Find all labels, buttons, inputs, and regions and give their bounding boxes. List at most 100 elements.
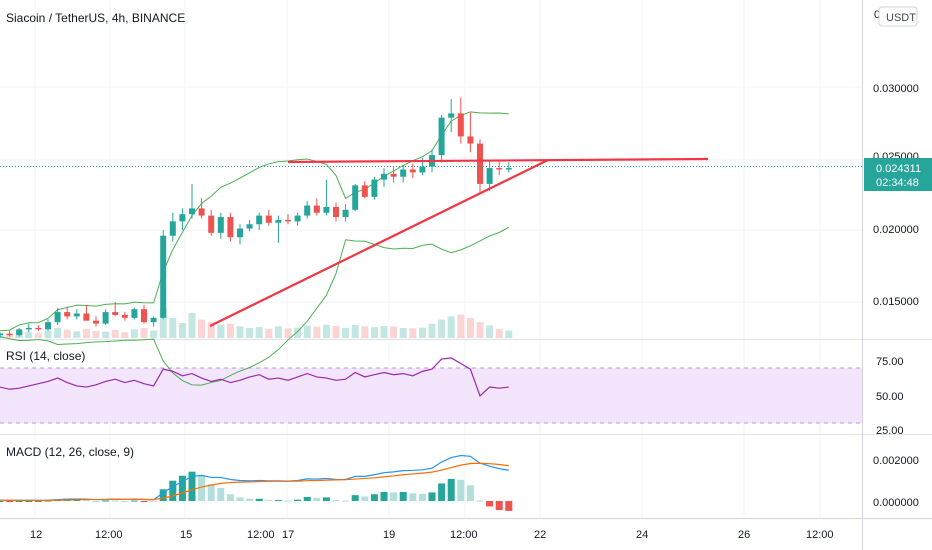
volume-bar [236,326,244,338]
volume-bar [418,327,426,338]
volume-bar [140,328,148,338]
candle-body [265,215,272,223]
volume-bar [34,333,42,338]
volume-bar [54,328,62,338]
volume-bar [265,328,273,338]
macd-hist-bar [284,500,292,502]
ascending-support-trendline[interactable] [209,159,549,327]
time-axis[interactable]: 12 12:00 15 12:00 17 19 12:00 22 24 26 1… [30,529,834,541]
candle-body [275,219,282,223]
price-axis[interactable]: 0 USDT 0.030000 0.025000 0.020000 0.0150… [873,6,919,308]
volume-bar [476,322,484,338]
volume-bar [428,323,436,338]
macd-hist-bar [342,500,350,502]
price-tick-4: 0.015000 [873,296,919,308]
macd-hist-bar [130,500,138,502]
macd-hist-bar [486,501,494,507]
rsi-axis: 75.00 50.00 25.00 [876,356,904,437]
rsi-title[interactable]: RSI (14, close) [6,349,85,363]
volume-bar [466,318,474,338]
rsi-tick-50: 50.00 [876,391,904,403]
macd-hist-bar [457,479,465,501]
time-tick-1: 12 [30,529,42,541]
candle-body [505,168,512,170]
volume-bar [150,330,158,338]
candle-body [294,215,301,222]
last-price-value: 0.024311 [876,163,921,175]
candle-body [371,179,378,197]
macd-hist-bar [255,498,263,501]
time-tick-9: 24 [636,529,648,541]
macd-hist-bar [447,478,455,501]
macd-hist-bar [351,495,359,501]
macd-hist-bar [380,491,388,501]
volume-bar [351,325,359,338]
macd-title[interactable]: MACD (12, 26, close, 9) [6,445,134,459]
macd-hist-bar [438,483,446,501]
macd-hist-bar [236,497,244,501]
macd-hist-bar [390,492,398,501]
bollinger-upper [0,111,509,332]
price-tick-1: 0.030000 [873,83,919,95]
rsi-tick-25: 25.00 [876,425,904,437]
macd-hist-bar [92,501,100,502]
macd-hist-bar [418,493,426,501]
volume-bar [73,331,81,338]
time-tick-7: 12:00 [450,529,478,541]
volume-bar [255,327,263,338]
resistance-trendline[interactable] [287,157,709,164]
macd-hist-bar [82,500,90,502]
candle-body [400,169,407,177]
volume-bar [361,326,369,338]
macd-hist-bar [370,494,378,501]
candle-body [313,205,320,213]
macd-hist-bar [274,500,282,502]
candle-body [323,206,330,213]
volume-bar [63,329,71,338]
candle-body [45,322,51,330]
candle-body [496,168,503,170]
macd-hist-bar [198,475,206,501]
volume-bar [486,325,494,338]
macd-hist-bar [361,496,369,501]
volume-bar [169,318,177,338]
symbol-title[interactable]: Siacoin / TetherUS, 4h, BINANCE [6,11,185,25]
candle-body [448,113,455,118]
macd-hist-bar [322,497,330,501]
volume-bar [111,330,119,338]
candle-body [179,214,186,222]
macd-hist-bar [217,487,225,501]
candle-body [342,209,349,218]
macd-hist-bar [140,501,148,502]
grid-lines [0,0,862,518]
candle-body [467,136,474,144]
macd-hist-bar [495,501,503,511]
candle-body [35,327,42,330]
candle-body [486,168,493,184]
candle-body [419,166,426,173]
volume-bar [370,327,378,338]
macd-hist-bar [207,484,215,501]
signal-line [0,462,509,501]
macd-hist-bar [428,492,436,501]
volume-bar [188,313,196,338]
candle-body [54,312,61,323]
macd-hist-bar [169,480,177,501]
volume-bar [313,326,321,338]
drawn-trendlines[interactable] [209,157,709,327]
candle-body [25,327,32,330]
macd-hist-bar [111,500,119,502]
macd-axis: 0.002000 0.000000 [873,455,919,509]
macd-lines [0,454,509,501]
macd-hist-bar [294,499,302,501]
macd-hist-bar [246,498,254,501]
volume-bar [159,308,167,338]
volume-bar [0,333,4,338]
candle-body [112,312,119,315]
time-tick-11: 12:00 [806,529,834,541]
macd-tick-000: 0.000000 [873,497,919,509]
candle-body [304,205,311,216]
currency-button[interactable]: USDT [878,6,918,27]
